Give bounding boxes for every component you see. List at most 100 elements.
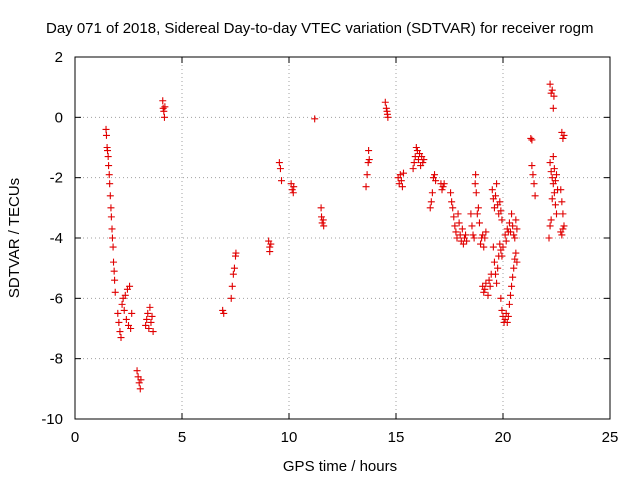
data-point: [560, 131, 568, 139]
data-point: [108, 234, 116, 242]
data-point: [550, 165, 558, 173]
data-point: [499, 243, 507, 251]
data-point: [559, 134, 567, 142]
data-point: [230, 264, 238, 272]
data-point: [509, 222, 517, 230]
data-point: [511, 234, 519, 242]
data-point: [397, 177, 405, 185]
data-point: [472, 189, 480, 197]
data-point: [485, 276, 493, 284]
data-point: [509, 273, 517, 281]
data-point: [432, 177, 440, 185]
data-point: [512, 249, 520, 257]
data-point: [513, 258, 521, 266]
data-point: [531, 192, 539, 200]
data-point: [107, 204, 115, 212]
y-tick-label: -6: [50, 290, 63, 307]
data-point: [459, 240, 467, 248]
data-point: [318, 213, 326, 221]
data-point: [160, 107, 168, 115]
data-point: [547, 216, 555, 224]
data-point: [551, 177, 559, 185]
data-point: [219, 306, 227, 314]
data-point: [529, 171, 537, 179]
data-point: [105, 162, 113, 170]
data-point: [553, 210, 560, 218]
data-point: [161, 103, 169, 111]
data-point: [503, 225, 511, 233]
data-point: [116, 328, 124, 336]
data-point: [484, 291, 492, 299]
y-tick-label: -2: [50, 170, 63, 187]
data-point: [492, 192, 500, 200]
data-point: [548, 86, 556, 94]
data-point: [505, 300, 513, 308]
data-point: [145, 325, 153, 332]
data-point: [548, 174, 556, 182]
data-point: [317, 204, 325, 212]
data-point: [493, 279, 501, 287]
data-point: [137, 376, 145, 384]
data-point: [127, 325, 135, 332]
data-point: [102, 125, 110, 133]
data-point: [128, 309, 136, 317]
data-point: [431, 171, 439, 179]
data-point: [288, 186, 296, 194]
data-point: [427, 198, 435, 206]
data-point: [470, 234, 478, 242]
data-point: [477, 240, 485, 248]
data-point: [399, 169, 407, 177]
data-point: [120, 306, 128, 314]
data-point: [497, 207, 505, 215]
data-point: [159, 104, 167, 112]
data-point: [320, 222, 328, 230]
data-point: [510, 264, 518, 272]
data-point: [549, 104, 557, 112]
data-point: [493, 180, 501, 188]
data-point: [439, 183, 447, 191]
data-point: [546, 80, 554, 88]
data-point: [527, 134, 535, 142]
data-point: [278, 177, 286, 185]
data-point: [382, 104, 390, 112]
data-point: [365, 156, 373, 164]
data-point: [133, 367, 141, 375]
data-point: [467, 210, 475, 218]
data-point: [409, 165, 417, 173]
data-point: [363, 171, 371, 179]
data-point: [228, 282, 236, 290]
data-point: [111, 288, 119, 296]
data-point: [553, 171, 560, 179]
data-point: [502, 237, 510, 245]
data-point: [486, 282, 494, 290]
data-point: [396, 171, 404, 179]
data-point: [410, 159, 418, 167]
data-point: [450, 213, 458, 221]
data-point: [557, 186, 565, 194]
y-tick-label: -8: [50, 351, 63, 368]
data-point: [411, 153, 419, 161]
y-tick-label: 2: [55, 49, 63, 66]
data-point: [530, 180, 538, 188]
x-axis-label: GPS time / hours: [283, 458, 397, 475]
data-point: [546, 159, 554, 167]
data-point: [121, 291, 129, 299]
data-point: [364, 159, 372, 167]
grid-layer: [75, 57, 610, 419]
data-point: [454, 210, 462, 218]
data-point: [419, 159, 427, 167]
data-point: [463, 237, 471, 245]
data-point: [266, 248, 274, 256]
data-point: [503, 318, 511, 326]
data-point: [462, 231, 470, 239]
data-point: [498, 306, 506, 314]
data-point: [126, 282, 134, 290]
y-axis-label: SDTVAR / TECUs: [6, 178, 23, 298]
data-point: [473, 210, 481, 218]
data-point: [276, 165, 284, 173]
x-tick-label: 10: [281, 429, 298, 446]
data-point: [104, 153, 112, 161]
data-point: [452, 228, 460, 236]
data-point: [559, 210, 567, 218]
